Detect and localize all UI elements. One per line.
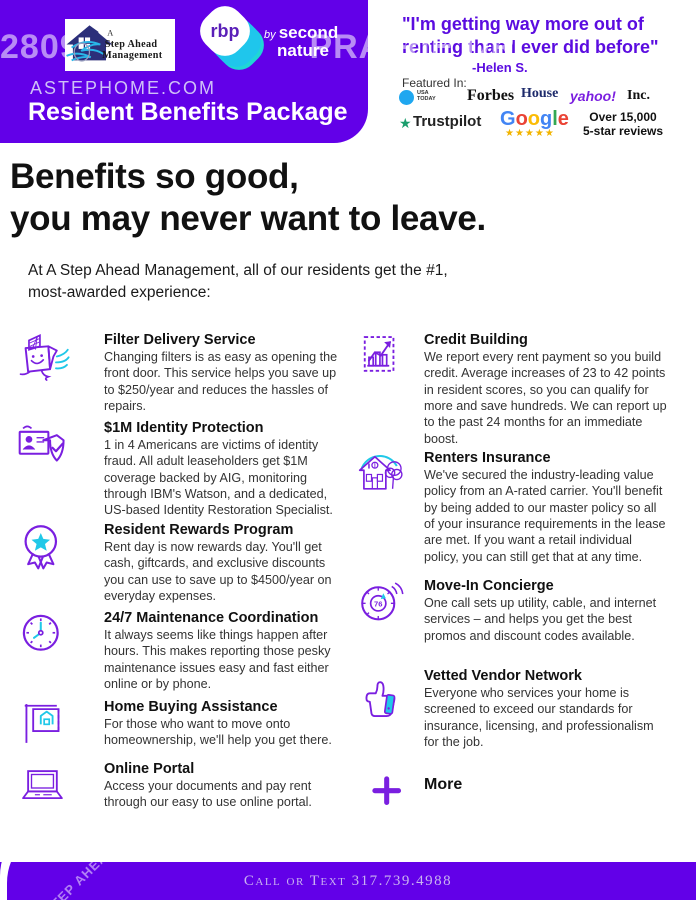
svg-text:76: 76: [374, 600, 382, 609]
svg-text:Management: Management: [102, 50, 163, 61]
svg-text:Step Ahead: Step Ahead: [105, 39, 158, 50]
svg-text:A: A: [107, 29, 113, 38]
